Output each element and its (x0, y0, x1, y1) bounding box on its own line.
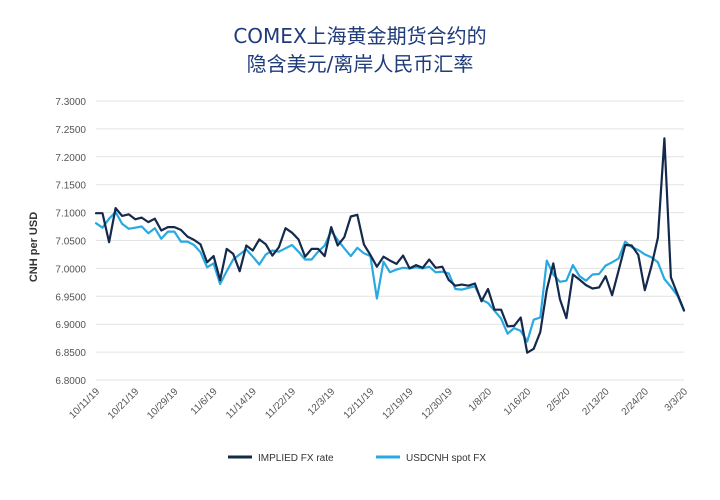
x-tick-label: 12/30/19 (420, 386, 456, 422)
x-tick-label: 1/16/20 (502, 386, 534, 418)
x-tick-label: 1/8/20 (467, 386, 495, 414)
y-tick-label: 6.8000 (55, 376, 86, 387)
y-tick-label: 6.8500 (55, 348, 86, 359)
y-tick-label: 7.2000 (55, 153, 86, 164)
series-line-usdcnh-spot (94, 210, 686, 343)
series-lines (94, 137, 686, 354)
x-tick-label: 2/5/20 (545, 386, 573, 414)
y-tick-label: 7.0000 (55, 264, 86, 275)
y-tick-label: 7.2500 (55, 125, 86, 136)
x-tick-label: 3/3/20 (663, 386, 691, 414)
x-axis-ticks: 10/11/19 10/21/19 10/29/19 11/6/19 11/14/19 1… (67, 386, 690, 422)
y-tick-label: 6.9000 (55, 320, 86, 331)
x-tick-label: 12/11/19 (342, 386, 377, 421)
series-line-implied-fx (94, 137, 686, 354)
y-axis-label: CNH per USD (28, 212, 40, 282)
y-tick-label: 6.9500 (55, 292, 86, 303)
x-tick-label: 11/6/19 (189, 386, 220, 417)
y-tick-label: 7.1500 (55, 181, 86, 192)
x-tick-label: 11/22/19 (263, 386, 298, 421)
y-axis-ticks: 6.8000 6.8500 6.9000 6.9500 7.0000 7.0500 7.10… (55, 97, 86, 387)
legend-label: IMPLIED FX rate (258, 453, 334, 464)
x-tick-label: 2/13/20 (580, 386, 612, 418)
legend: IMPLIED FX rate USDCNH spot FX (228, 453, 486, 464)
y-tick-label: 7.0500 (55, 237, 86, 248)
x-tick-label: 11/14/19 (224, 386, 259, 421)
chart-title-line-2: 隐含美元/离岸人民币汇率 (246, 52, 474, 76)
x-tick-label: 10/11/19 (67, 386, 102, 421)
x-tick-label: 10/29/19 (145, 386, 181, 422)
x-tick-label: 12/19/19 (380, 386, 416, 422)
legend-label: USDCNH spot FX (406, 453, 486, 464)
y-tick-label: 7.3000 (55, 97, 86, 108)
y-tick-label: 7.1000 (55, 209, 86, 220)
x-tick-label: 12/3/19 (306, 386, 338, 418)
chart-title-line-1: COMEX上海黄金期货合约的 (233, 24, 487, 48)
chart-title: COMEX上海黄金期货合约的 隐含美元/离岸人民币汇率 (0, 22, 720, 78)
x-tick-label: 10/21/19 (106, 386, 142, 422)
x-tick-label: 2/24/20 (620, 386, 652, 418)
